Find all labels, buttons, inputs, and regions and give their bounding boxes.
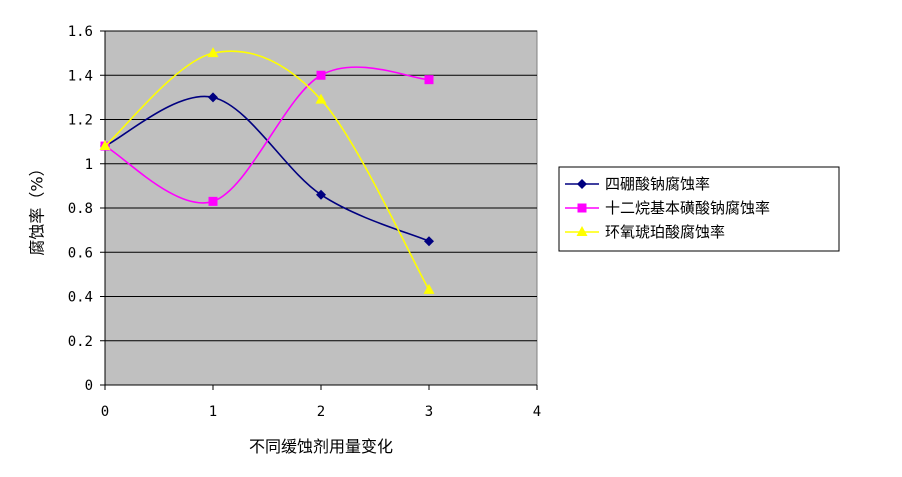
series-line xyxy=(104,66,430,204)
legend-marker xyxy=(577,203,587,213)
y-tick-label: 1.2 xyxy=(68,113,93,129)
data-point xyxy=(423,283,435,294)
y-axis-label: 腐蚀率（%） xyxy=(28,160,47,255)
legend-label: 四硼酸钠腐蚀率 xyxy=(605,175,710,193)
series-3 xyxy=(99,47,435,294)
y-tick-label: 0.4 xyxy=(68,290,93,306)
x-tick-label: 3 xyxy=(425,404,433,420)
x-tick-label: 4 xyxy=(533,404,541,420)
data-point xyxy=(316,70,326,80)
data-point xyxy=(424,75,434,85)
data-point xyxy=(207,47,219,58)
y-tick-label: 1.4 xyxy=(68,68,93,84)
series-line xyxy=(104,50,430,291)
legend-box xyxy=(558,166,840,252)
y-tick-label: 0.2 xyxy=(68,334,93,350)
legend-item: 四硼酸钠腐蚀率 xyxy=(565,175,710,193)
x-tick-label: 1 xyxy=(209,404,217,420)
y-axis-ticks: 0 0.2 0.4 0.6 0.8 1 1.2 1.4 1.6 xyxy=(68,24,105,394)
y-tick-label: 1 xyxy=(85,157,93,173)
data-point xyxy=(208,92,218,103)
legend-label: 十二烷基本磺酸钠腐蚀率 xyxy=(605,199,770,217)
data-point xyxy=(424,236,434,247)
legend-marker xyxy=(576,226,588,236)
data-point xyxy=(315,93,327,104)
series-line xyxy=(104,95,430,242)
series-layer xyxy=(99,47,435,294)
x-axis-label: 不同缓蚀剂用量变化 xyxy=(249,437,393,456)
x-tick-label: 2 xyxy=(317,404,325,420)
y-tick-label: 0 xyxy=(85,378,93,394)
data-point xyxy=(99,140,111,151)
legend-item: 环氧琥珀酸腐蚀率 xyxy=(565,223,725,241)
y-tick-label: 1.6 xyxy=(68,24,93,40)
legend-marker xyxy=(577,179,587,189)
x-axis-ticks: 0 1 2 3 4 xyxy=(101,385,541,420)
y-tick-label: 0.8 xyxy=(68,201,93,217)
data-point xyxy=(316,189,326,200)
y-tick-label: 0.6 xyxy=(68,245,93,261)
data-point xyxy=(208,196,218,206)
legend-item: 十二烷基本磺酸钠腐蚀率 xyxy=(565,199,770,217)
legend-label: 环氧琥珀酸腐蚀率 xyxy=(605,223,725,241)
x-tick-label: 0 xyxy=(101,404,109,420)
